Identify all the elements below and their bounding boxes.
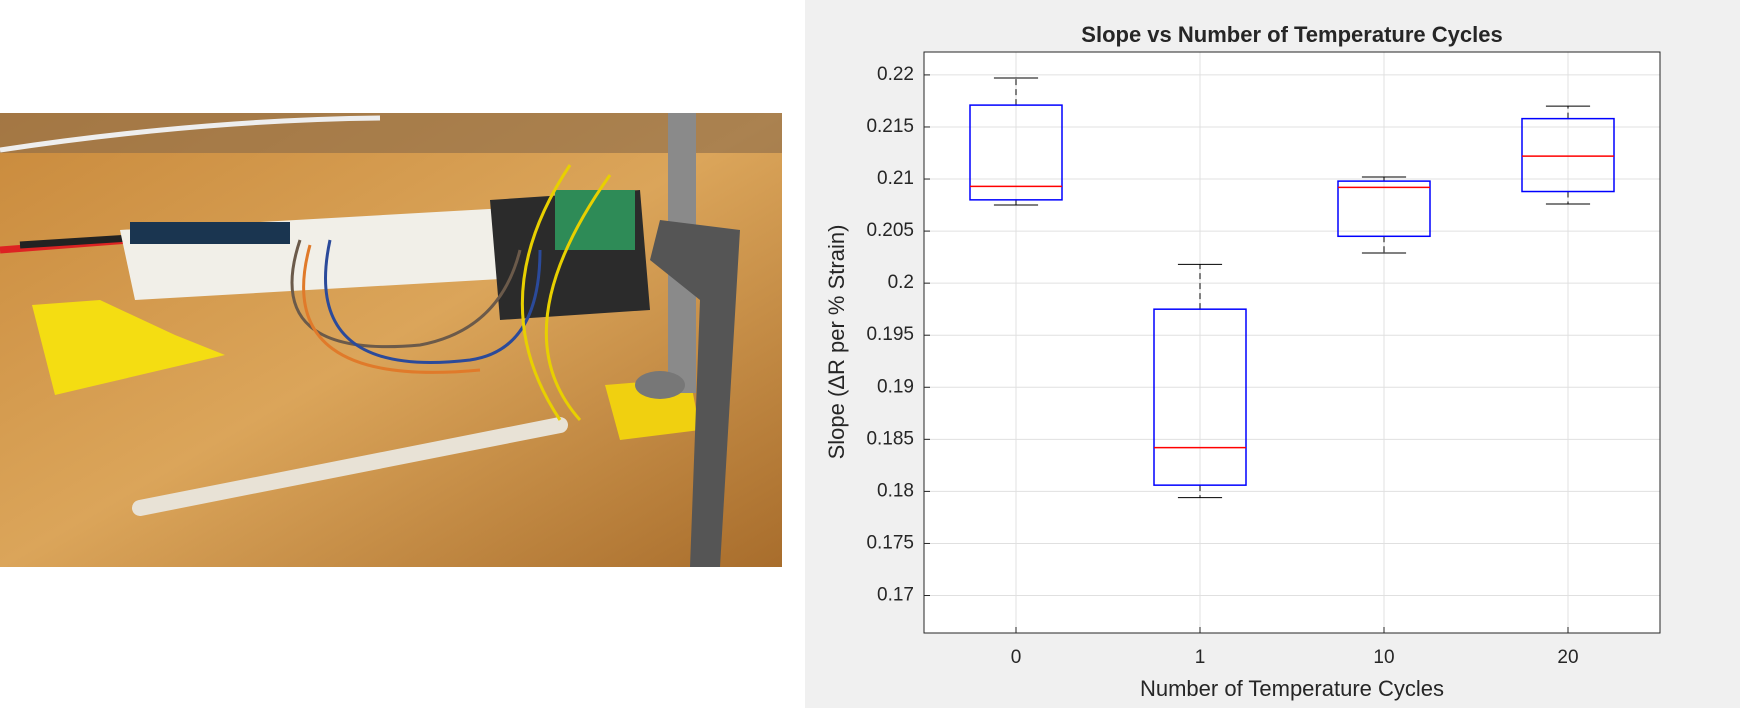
plot-border [923,51,1661,634]
y-tick-label: 0.17 [877,585,914,606]
y-axis-label: Slope (ΔR per % Strain) [824,225,849,460]
y-tick-label: 0.19 [877,376,914,397]
y-tick-label: 0.185 [866,428,914,449]
x-axis-label: Number of Temperature Cycles [1140,676,1444,701]
x-tick-label: 1 [1195,647,1206,668]
y-tick-label: 0.205 [866,220,914,241]
x-tick-label: 10 [1373,647,1394,668]
photo [0,113,782,567]
box [1153,308,1247,486]
box [969,104,1063,201]
box [1337,180,1431,238]
y-tick-label: 0.21 [877,168,914,189]
y-tick-label: 0.195 [866,324,914,345]
box [1521,117,1615,193]
plot-area [923,51,1661,634]
y-tick-label: 0.22 [877,64,914,85]
x-tick-label: 20 [1557,647,1578,668]
chart-title: Slope vs Number of Temperature Cycles [1081,22,1502,47]
x-tick-label: 0 [1011,647,1022,668]
y-tick-label: 0.2 [888,272,914,293]
y-tick-label: 0.175 [866,532,914,553]
y-tick-label: 0.18 [877,480,914,501]
y-tick-label: 0.215 [866,116,914,137]
